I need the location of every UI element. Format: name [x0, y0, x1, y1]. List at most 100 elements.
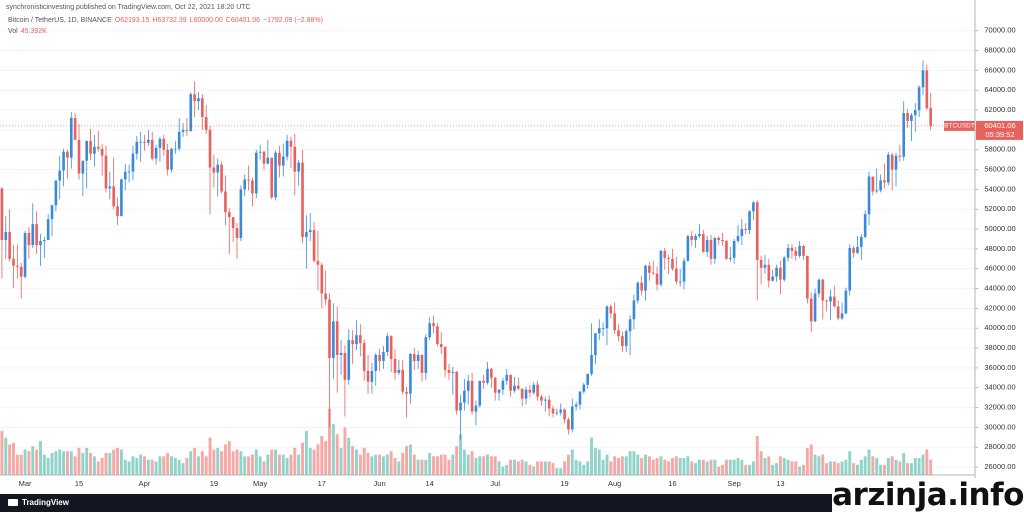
volume-bar	[775, 463, 778, 475]
candle-body	[786, 247, 790, 258]
volume-bar	[100, 458, 104, 475]
volume-bar	[701, 459, 705, 475]
volume-bar	[343, 427, 347, 475]
candle-body	[220, 164, 223, 192]
candle-body	[586, 373, 590, 385]
candle-body	[27, 233, 31, 245]
volume-bar	[212, 449, 216, 475]
volume-bar	[590, 437, 594, 475]
candle-body	[104, 155, 108, 189]
volume-bar	[817, 456, 821, 475]
volume-bar	[509, 459, 513, 475]
volume-bar	[69, 451, 73, 475]
volume-bar	[0, 430, 4, 475]
volume-bar	[243, 456, 247, 475]
candle-body	[794, 250, 798, 256]
candle-body	[428, 323, 432, 338]
candle-body	[470, 380, 474, 412]
symbol-tag: BTCUSDT	[944, 123, 975, 130]
volume-bar	[686, 456, 690, 475]
volume-bar	[258, 456, 262, 475]
volume-bar	[335, 434, 339, 475]
candle-body	[412, 354, 416, 361]
volume-bar	[119, 449, 123, 475]
candle-body	[374, 355, 378, 371]
volume-bar	[324, 441, 328, 475]
candle-body	[894, 155, 898, 170]
volume-bar	[640, 458, 644, 475]
candle-body	[166, 149, 169, 170]
volume-bar	[697, 459, 701, 475]
candle-body	[752, 202, 755, 212]
candle-body	[19, 266, 23, 277]
volume-bar	[200, 451, 204, 475]
volume-bar	[536, 461, 540, 475]
volume-bar	[131, 456, 135, 475]
y-tick-label: 46000.00	[984, 264, 1015, 273]
candle-body	[929, 108, 932, 126]
volume-bar	[655, 458, 659, 475]
candle-body	[85, 140, 89, 161]
volume-bar	[4, 437, 8, 475]
candle-body	[717, 237, 721, 240]
candle-body	[613, 313, 616, 331]
candle-body	[212, 167, 216, 173]
volume-bar	[135, 458, 139, 475]
candle-body	[266, 157, 270, 164]
volume-bar	[682, 458, 686, 475]
volume-bar	[929, 459, 933, 475]
volume-bar	[624, 456, 628, 475]
candle-body	[405, 391, 408, 394]
candle-body	[258, 151, 262, 153]
candle-body	[540, 396, 543, 401]
candle-body	[601, 328, 605, 330]
candle-body	[443, 347, 447, 370]
volume-bar	[840, 461, 844, 475]
volume-bar	[304, 430, 308, 475]
candle-body	[755, 202, 759, 260]
candle-body	[582, 384, 586, 392]
volume-bar	[709, 459, 713, 475]
volume-bar	[728, 459, 732, 475]
volume-bar	[150, 459, 154, 475]
candle-body	[628, 319, 632, 332]
volume-bar	[516, 461, 520, 475]
candle-body	[682, 260, 686, 282]
volumes	[0, 408, 933, 475]
volume-bar	[170, 456, 173, 475]
candle-body	[62, 151, 65, 171]
candle-body	[308, 230, 312, 233]
volume-bar	[563, 461, 567, 475]
candle-body	[567, 419, 570, 430]
volume-bar	[139, 454, 143, 475]
y-tick-label: 48000.00	[984, 244, 1015, 253]
volume-bar	[42, 454, 46, 475]
volume-bar	[27, 451, 31, 475]
volume-bar	[543, 461, 547, 475]
candle-body	[509, 374, 512, 391]
volume-bar	[328, 408, 331, 475]
candle-body	[844, 290, 848, 314]
candle-body	[239, 189, 243, 238]
volume-bar	[401, 452, 405, 475]
volume-bar	[909, 463, 913, 475]
candle-body	[678, 281, 682, 283]
volume-bar	[790, 461, 794, 475]
candle-body	[174, 148, 177, 150]
candle-body	[517, 385, 520, 389]
volume-bar	[227, 441, 231, 475]
y-tick-label: 36000.00	[984, 363, 1015, 372]
volume-bar	[339, 447, 343, 475]
volume-bar	[732, 459, 736, 475]
candle-body	[570, 406, 574, 430]
volume-bar	[381, 456, 385, 475]
volume-bar	[362, 447, 366, 475]
ohlc-open: O62193.15	[115, 17, 150, 24]
volume-bar	[412, 454, 416, 475]
volume-bar	[694, 463, 698, 475]
candle-body	[721, 239, 724, 241]
y-tick-label: 34000.00	[984, 383, 1015, 392]
volume-bar	[285, 458, 289, 475]
volume-bar	[574, 459, 578, 475]
candle-body	[251, 180, 254, 194]
